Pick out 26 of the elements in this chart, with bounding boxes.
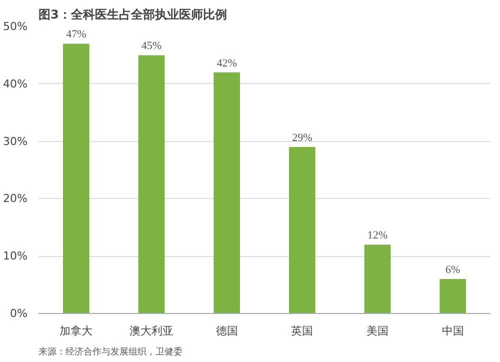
y-tick-label: 10%	[3, 250, 28, 263]
data-label: 29%	[292, 132, 312, 144]
bar	[62, 44, 90, 314]
chart-title: 图3：全科医生占全部执业医师比例	[38, 8, 227, 22]
bar	[138, 55, 165, 314]
data-label: 12%	[367, 230, 388, 242]
y-tick-label: 40%	[3, 77, 28, 90]
data-label: 6%	[446, 264, 460, 276]
x-tick-label: 加拿大	[60, 324, 93, 338]
x-tick-label: 澳大利亚	[130, 324, 174, 338]
bar	[288, 147, 316, 314]
bar	[214, 72, 240, 314]
data-label: 47%	[66, 28, 86, 41]
source-note: 来源：经济合作与发展组织，卫健委	[38, 346, 182, 358]
y-tick-label: 0%	[10, 307, 28, 320]
x-tick-label: 中国	[442, 324, 464, 338]
y-tick-label: 20%	[3, 192, 28, 206]
bar	[440, 279, 466, 314]
data-label: 42%	[216, 57, 237, 70]
bar	[364, 244, 391, 314]
data-label: 45%	[141, 40, 162, 52]
y-tick-label: 30%	[3, 134, 28, 148]
y-tick-label: 50%	[3, 20, 28, 33]
x-tick-label: 德国	[216, 324, 238, 338]
x-tick-label: 美国	[366, 324, 388, 338]
x-tick-label: 英国	[291, 324, 314, 338]
